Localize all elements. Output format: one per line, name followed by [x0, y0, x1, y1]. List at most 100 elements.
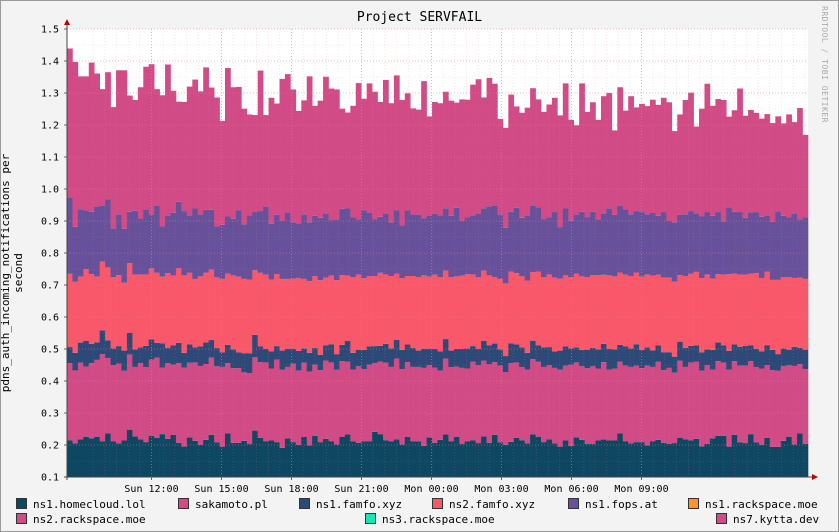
bar-segment-6-26: [208, 87, 215, 210]
bar-segment-6-87: [541, 111, 547, 220]
bar-segment-6-125: [748, 109, 754, 213]
bar-segment-4-74: [470, 215, 476, 275]
bar-segment-1-1: [72, 370, 79, 444]
bar-segment-3-51: [344, 275, 351, 341]
bar-segment-6-52: [350, 105, 357, 218]
bar-segment-2-46: [317, 354, 324, 371]
bar-segment-3-16: [154, 272, 160, 343]
bar-segment-1-57: [377, 361, 384, 435]
bar-segment-4-68: [437, 215, 444, 277]
bar-segment-4-36: [263, 206, 269, 275]
bar-segment-6-69: [442, 91, 449, 209]
bar-segment-2-5: [94, 342, 100, 360]
bar-segment-3-127: [758, 277, 765, 352]
bar-segment-6-35: [257, 70, 264, 212]
bar-segment-6-29: [225, 68, 231, 217]
bar-segment-3-118: [709, 278, 716, 350]
bar-segment-3-66: [426, 276, 433, 349]
legend-item-1: sakamoto.pl: [178, 498, 268, 511]
bar-segment-2-56: [372, 346, 378, 364]
bar-segment-6-60: [393, 75, 400, 211]
bar-segment-4-51: [344, 208, 351, 276]
bar-segment-6-86: [535, 99, 542, 208]
bar-segment-3-25: [203, 272, 209, 343]
bar-segment-1-7: [105, 357, 111, 434]
bar-segment-3-31: [235, 276, 242, 353]
bar-segment-2-96: [590, 348, 596, 367]
bar-segment-1-38: [274, 359, 280, 443]
bar-segment-1-108: [655, 361, 662, 440]
bar-segment-0-49: [333, 444, 340, 477]
bar-segment-3-32: [241, 278, 248, 354]
bar-segment-2-83: [519, 347, 525, 368]
bar-segment-1-56: [372, 363, 378, 432]
legend-label: ns2.famfo.xyz: [449, 498, 536, 511]
legend-swatch: [299, 498, 310, 509]
bar-segment-4-90: [557, 227, 564, 279]
bar-segment-1-127: [758, 368, 765, 445]
bar-segment-4-32: [241, 224, 248, 279]
x-tick-label: Sun 15:00: [194, 484, 248, 495]
bar-segment-1-135: [802, 369, 809, 444]
bar-segment-3-73: [464, 274, 471, 349]
legend-swatch: [16, 498, 27, 509]
bar-segment-6-120: [720, 100, 727, 222]
bar-segment-6-109: [660, 97, 667, 213]
bar-segment-6-5: [94, 73, 100, 207]
bar-segment-0-47: [323, 438, 329, 477]
bar-segment-6-82: [513, 106, 520, 208]
bar-segment-3-40: [284, 278, 291, 349]
bar-segment-4-6: [99, 205, 106, 262]
bar-segment-0-42: [295, 444, 302, 477]
bar-segment-1-36: [263, 362, 269, 442]
bar-segment-4-49: [333, 219, 340, 281]
bar-segment-0-26: [208, 434, 215, 477]
bar-segment-3-55: [366, 276, 373, 347]
bar-segment-3-35: [257, 272, 264, 347]
bar-segment-4-79: [497, 214, 504, 279]
bar-segment-1-82: [513, 362, 520, 438]
bar-segment-6-127: [758, 118, 765, 217]
bar-segment-4-61: [399, 225, 406, 279]
bar-segment-0-79: [497, 442, 504, 477]
bar-segment-2-121: [726, 350, 733, 370]
bar-segment-1-79: [497, 365, 504, 443]
bar-segment-1-28: [219, 366, 226, 447]
y-tick-label: 0.3: [41, 409, 59, 420]
bar-segment-3-104: [633, 272, 640, 345]
bar-segment-6-8: [110, 107, 117, 229]
bar-segment-1-29: [225, 363, 231, 434]
bar-segment-4-104: [633, 211, 640, 273]
bar-segment-2-2: [77, 342, 84, 363]
bar-segment-3-88: [546, 274, 553, 348]
bar-segment-4-27: [214, 226, 220, 278]
bar-segment-1-116: [699, 370, 705, 447]
bar-segment-1-24: [197, 365, 204, 445]
bar-segment-4-77: [486, 206, 493, 276]
bar-segment-3-62: [404, 276, 411, 345]
bar-segment-1-30: [230, 368, 237, 443]
bar-segment-1-22: [186, 362, 193, 438]
bar-segment-6-63: [410, 108, 417, 215]
y-tick-label: 0.6: [41, 313, 59, 324]
bar-segment-2-71: [453, 349, 460, 367]
bar-segment-6-13: [137, 87, 144, 219]
bar-segment-4-80: [502, 227, 509, 284]
bar-segment-6-89: [551, 97, 558, 213]
bar-segment-1-3: [83, 366, 90, 437]
bar-segment-0-75: [475, 443, 482, 477]
bar-segment-1-75: [475, 365, 482, 444]
bar-segment-2-9: [116, 346, 122, 364]
legend-item-6: ns2.rackspace.moe: [16, 513, 146, 526]
bar-segment-3-30: [230, 275, 237, 350]
bar-segment-3-106: [644, 274, 651, 348]
bar-segment-6-108: [655, 104, 662, 216]
bar-segment-2-82: [513, 344, 520, 363]
bar-segment-3-72: [459, 275, 466, 349]
bar-segment-3-48: [328, 275, 335, 345]
bar-segment-4-127: [758, 216, 765, 278]
bar-segment-1-109: [660, 370, 667, 443]
bar-segment-1-125: [748, 361, 754, 435]
x-ticks: Sun 12:00 Sun 15:00 Sun 18:00 Sun 21:00 Mon …: [124, 477, 669, 495]
bar-segment-4-129: [769, 221, 776, 280]
